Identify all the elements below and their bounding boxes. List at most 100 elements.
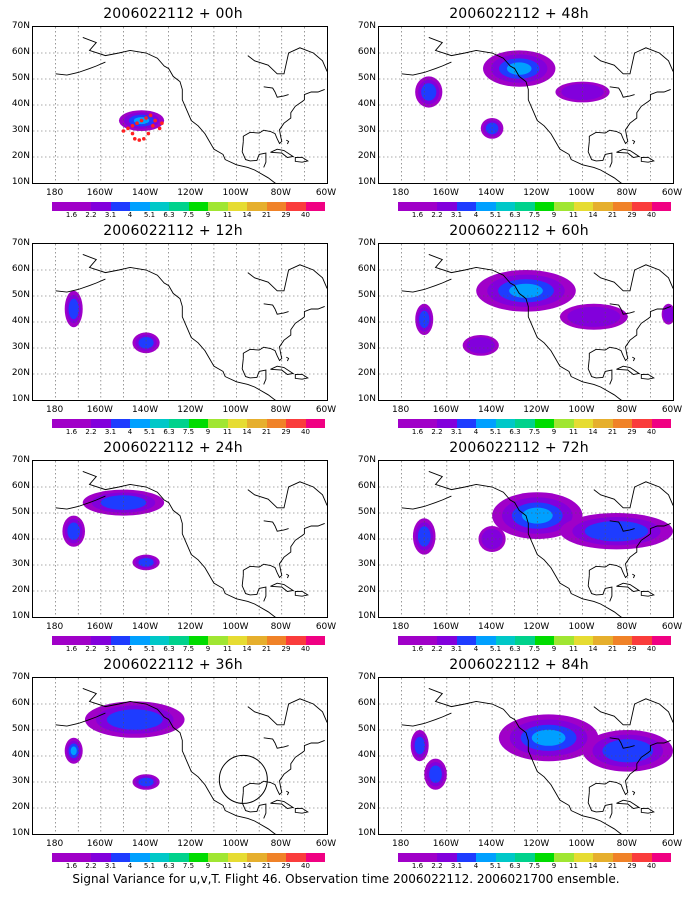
colorbar-label: 1.6 [411,645,424,653]
lon-tick-label: 100W [568,622,595,632]
observation-dot [142,137,146,141]
lat-tick-label: 30N [357,342,376,352]
lon-tick-label: 80W [270,622,291,632]
variance-contour [584,521,649,542]
colorbar-label: 29 [281,645,291,653]
colorbar-segment [593,853,613,862]
colorbar-segment [227,202,247,211]
colorbar-segment [71,636,91,645]
colorbar-segment [476,636,496,645]
colorbar-label: 40 [301,428,310,436]
observation-dot [126,126,130,131]
coastline [263,86,289,98]
coastline [616,582,641,592]
colorbar-segment [515,202,535,211]
colorbar-segment [208,853,228,862]
coastline [241,575,267,602]
colorbar-label: 29 [281,211,291,219]
colorbar-segment [71,419,91,428]
observation-dot [144,116,148,120]
observation-dot [139,118,144,123]
lon-tick-label: 100W [222,622,249,632]
colorbar-segment [593,419,613,428]
colorbar-label: 2.2 [85,862,97,870]
coastline [286,790,290,796]
lon-tick-label: 100W [568,839,595,849]
lat-tick-label: 70N [357,455,376,465]
lon-tick-label: 120W [177,188,204,198]
variance-contour [138,337,154,349]
variance-contour [70,746,77,756]
map-panel: 2006022112 + 12h 70N 60N 50N 40N 30N 20N 10N 180… [0,217,346,437]
coastline [270,799,295,809]
colorbar [52,202,325,211]
lat-tick-label: 10N [357,177,376,187]
lat-tick-label: 70N [357,21,376,31]
lat-tick-label: 60N [11,481,30,491]
colorbar [398,202,671,211]
lat-tick-label: 20N [357,151,376,161]
lat-tick-label: 30N [357,559,376,569]
lat-tick-label: 10N [357,394,376,404]
map-frame [378,26,674,184]
panel-title: 2006022112 + 24h [103,440,243,456]
colorbar-segment [398,636,418,645]
map-frame [32,243,328,401]
map-frame [378,243,674,401]
colorbar-segment [110,853,130,862]
coastline [632,356,636,362]
colorbar-segment [286,419,306,428]
panel-title: 2006022112 + 00h [103,6,243,22]
colorbar [398,636,671,645]
colorbar-label: 2.2 [431,645,443,653]
coastline [640,590,655,597]
panel-title: 2006022112 + 48h [449,6,589,22]
map-canvas [379,461,673,617]
lat-tick-label: 50N [11,724,30,734]
lat-tick-label: 60N [357,698,376,708]
colorbar-segment [554,202,574,211]
colorbar-label: 2.2 [431,862,443,870]
observation-dot [151,124,155,128]
lat-tick-label: 30N [11,559,30,569]
coastline [294,373,309,380]
lat-tick-label: 70N [357,672,376,682]
coastline [270,365,295,375]
lat-tick-label: 60N [11,264,30,274]
colorbar-label: 7.5 [528,211,541,219]
colorbar-label: 9 [205,645,211,653]
coastline [270,148,295,158]
figure-caption: Signal Variance for u,v,T. Flight 46. Ob… [72,872,620,886]
lon-tick-label: 120W [177,405,204,415]
colorbar-segment [130,636,150,645]
coastline [593,481,673,509]
colorbar-segment [91,419,111,428]
coastline [609,520,635,532]
colorbar-label: 5.1 [489,645,502,653]
lon-tick-label: 60W [661,188,683,198]
coastline [55,712,106,727]
map-panel: 2006022112 + 72h 70N 60N 50N 40N 30N 20N 10N 180… [346,434,692,654]
lat-tick-label: 20N [357,585,376,595]
lon-tick-label: 100W [568,405,595,415]
lat-tick-label: 30N [357,125,376,135]
observation-dot [121,129,126,133]
map-canvas [33,678,327,834]
lat-tick-label: 50N [357,290,376,300]
colorbar-segment [398,419,418,428]
coastline [263,303,289,315]
colorbar-segment [515,419,535,428]
lat-tick-label: 50N [357,724,376,734]
lon-tick-label: 140W [132,622,159,632]
panel-title: 2006022112 + 12h [103,223,243,239]
colorbar-label: 6.3 [163,645,175,653]
colorbar-label: 4 [127,862,133,870]
coastline [82,36,277,183]
colorbar-segment [476,202,496,211]
coastline [401,278,452,293]
colorbar-segment [612,853,632,862]
lon-tick-label: 140W [478,405,505,415]
colorbar-label: 14 [242,428,252,436]
colorbar-label: 2.2 [85,428,97,436]
colorbar-label: 9 [551,211,557,219]
